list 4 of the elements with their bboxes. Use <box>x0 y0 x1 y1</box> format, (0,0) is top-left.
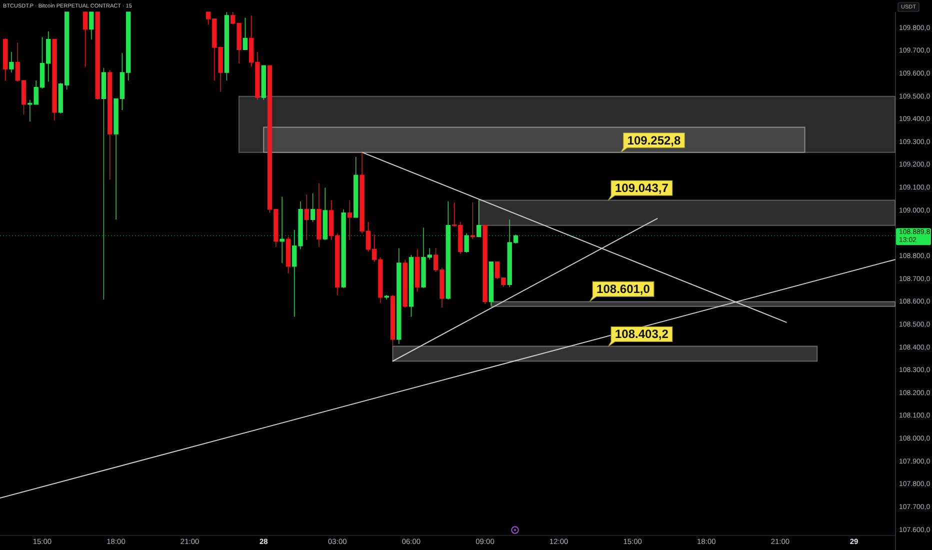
annotation: 109.043,7 <box>615 181 669 196</box>
annotation: 108.601,0 <box>596 282 650 296</box>
annotation: 109.252,8 <box>627 133 682 148</box>
annotation: 108.403,2 <box>615 327 669 342</box>
